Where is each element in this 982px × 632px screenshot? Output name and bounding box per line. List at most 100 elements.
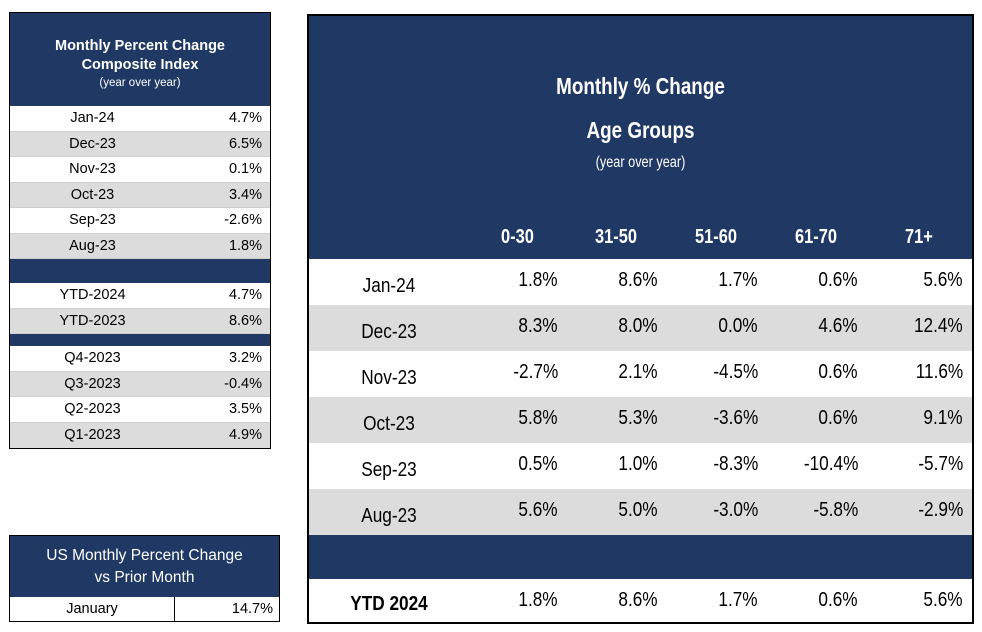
cell: 8.6%	[618, 589, 658, 611]
row-label: Sep-23	[361, 458, 417, 481]
composite-row: Q3-2023 -0.4%	[10, 371, 270, 397]
row-label: Q1-2023	[64, 427, 121, 444]
composite-row: Q2-2023 3.5%	[10, 397, 270, 423]
row-label: YTD-2023	[59, 312, 126, 329]
cell: 4.6%	[818, 315, 858, 337]
composite-row: Aug-23 1.8%	[10, 233, 270, 259]
row-label: Dec-23	[69, 135, 116, 152]
composite-row: Sep-23 -2.6%	[10, 208, 270, 234]
table-row: Aug-23 5.6% 5.0% -3.0% -5.8% -2.9%	[309, 489, 972, 535]
composite-header: Monthly Percent Change Composite Index (…	[10, 13, 270, 106]
age-title-block: Monthly % Change Age Groups (year over y…	[309, 64, 972, 174]
row-value: 6.5%	[228, 135, 262, 152]
composite-subtitle: (year over year)	[99, 77, 181, 89]
table-row: Nov-23 -2.7% 2.1% -4.5% 0.6% 11.6%	[309, 351, 972, 397]
cell: 0.6%	[818, 269, 858, 291]
ytd-label: YTD 2024	[350, 592, 428, 615]
cell: 11.6%	[915, 361, 963, 383]
cell: -5.8%	[813, 499, 858, 521]
cell: -5.7%	[918, 453, 963, 475]
us-row: January 14.7%	[10, 597, 279, 621]
cell: 0.6%	[818, 589, 858, 611]
composite-row: YTD-2023 8.6%	[10, 308, 270, 334]
cell: 0.6%	[818, 407, 858, 429]
row-value: 4.7%	[228, 110, 262, 127]
row-value: 8.6%	[228, 312, 262, 329]
cell: 8.0%	[618, 315, 658, 337]
cell: 5.0%	[618, 499, 658, 521]
row-value: -2.6%	[224, 212, 262, 229]
row-label: Jan-24	[70, 110, 115, 127]
composite-title-line2: Composite Index	[81, 57, 199, 73]
row-label: Oct-23	[363, 412, 415, 435]
row-label: Nov-23	[361, 366, 417, 389]
row-label: Oct-23	[70, 186, 115, 203]
cell: -2.9%	[918, 499, 963, 521]
row-label: Q3-2023	[64, 375, 121, 392]
row-value: 4.9%	[228, 427, 262, 444]
us-title-line1: US Monthly Percent Change	[46, 547, 243, 564]
cell: 0.5%	[518, 453, 558, 475]
cell: 5.6%	[923, 269, 963, 291]
row-label: Nov-23	[69, 161, 116, 178]
us-row-label: January	[10, 597, 175, 621]
cell: 9.1%	[923, 407, 963, 429]
composite-row: YTD-2024 4.7%	[10, 283, 270, 309]
table-row: Dec-23 8.3% 8.0% 0.0% 4.6% 12.4%	[309, 305, 972, 351]
cell: 5.8%	[518, 407, 558, 429]
composite-index-table: Monthly Percent Change Composite Index (…	[9, 12, 271, 449]
composite-row: Dec-23 6.5%	[10, 131, 270, 157]
section-divider	[10, 259, 270, 283]
cell: -3.0%	[713, 499, 758, 521]
row-value: 0.1%	[228, 161, 262, 178]
section-divider	[10, 334, 270, 346]
row-value: 3.2%	[228, 350, 262, 367]
row-value: 3.4%	[228, 186, 262, 203]
row-label: Q2-2023	[64, 401, 121, 418]
composite-row: Jan-24 4.7%	[10, 106, 270, 132]
composite-title-line1: Monthly Percent Change	[55, 38, 225, 54]
row-value: 1.8%	[228, 237, 262, 254]
us-monthly-table: US Monthly Percent Change vs Prior Month…	[9, 535, 280, 622]
column-header: 31-50	[595, 226, 637, 248]
column-header: 71+	[905, 226, 933, 248]
age-subtitle: (year over year)	[595, 154, 686, 171]
row-label: Aug-23	[361, 504, 417, 527]
us-title-line2: vs Prior Month	[94, 569, 195, 586]
composite-row: Q4-2023 3.2%	[10, 346, 270, 372]
cell: 1.8%	[518, 589, 558, 611]
composite-row: Oct-23 3.4%	[10, 182, 270, 208]
column-header: 51-60	[695, 226, 737, 248]
section-divider	[309, 535, 972, 579]
row-label: Sep-23	[69, 212, 116, 229]
age-title-line2: Age Groups	[586, 117, 695, 143]
row-label: YTD-2024	[59, 287, 126, 304]
row-value: 3.5%	[228, 401, 262, 418]
row-value: -0.4%	[224, 375, 262, 392]
composite-row: Nov-23 0.1%	[10, 157, 270, 183]
us-header: US Monthly Percent Change vs Prior Month	[10, 536, 279, 597]
composite-row: Q1-2023 4.9%	[10, 422, 270, 448]
table-row: Sep-23 0.5% 1.0% -8.3% -10.4% -5.7%	[309, 443, 972, 489]
row-label: Jan-24	[362, 274, 416, 297]
cell: 0.6%	[818, 361, 858, 383]
cell: 8.3%	[518, 315, 558, 337]
age-header: Monthly % Change Age Groups (year over y…	[309, 16, 972, 259]
cell: 1.0%	[618, 453, 658, 475]
cell: -10.4%	[803, 453, 858, 475]
row-label: Q4-2023	[64, 350, 121, 367]
ytd-row: YTD 2024 1.8% 8.6% 1.7% 0.6% 5.6%	[309, 579, 972, 626]
column-header: 0-30	[501, 226, 534, 248]
us-row-value: 14.7%	[231, 601, 273, 617]
row-label: Dec-23	[361, 320, 417, 343]
cell: 1.8%	[518, 269, 558, 291]
cell: -4.5%	[713, 361, 758, 383]
cell: -3.6%	[713, 407, 758, 429]
cell: 1.7%	[718, 269, 758, 291]
cell: 2.1%	[618, 361, 658, 383]
cell: 8.6%	[618, 269, 658, 291]
row-label: Aug-23	[69, 237, 116, 254]
table-row: Jan-24 1.8% 8.6% 1.7% 0.6% 5.6%	[309, 259, 972, 305]
table-row: Oct-23 5.8% 5.3% -3.6% 0.6% 9.1%	[309, 397, 972, 443]
cell: -2.7%	[513, 361, 558, 383]
